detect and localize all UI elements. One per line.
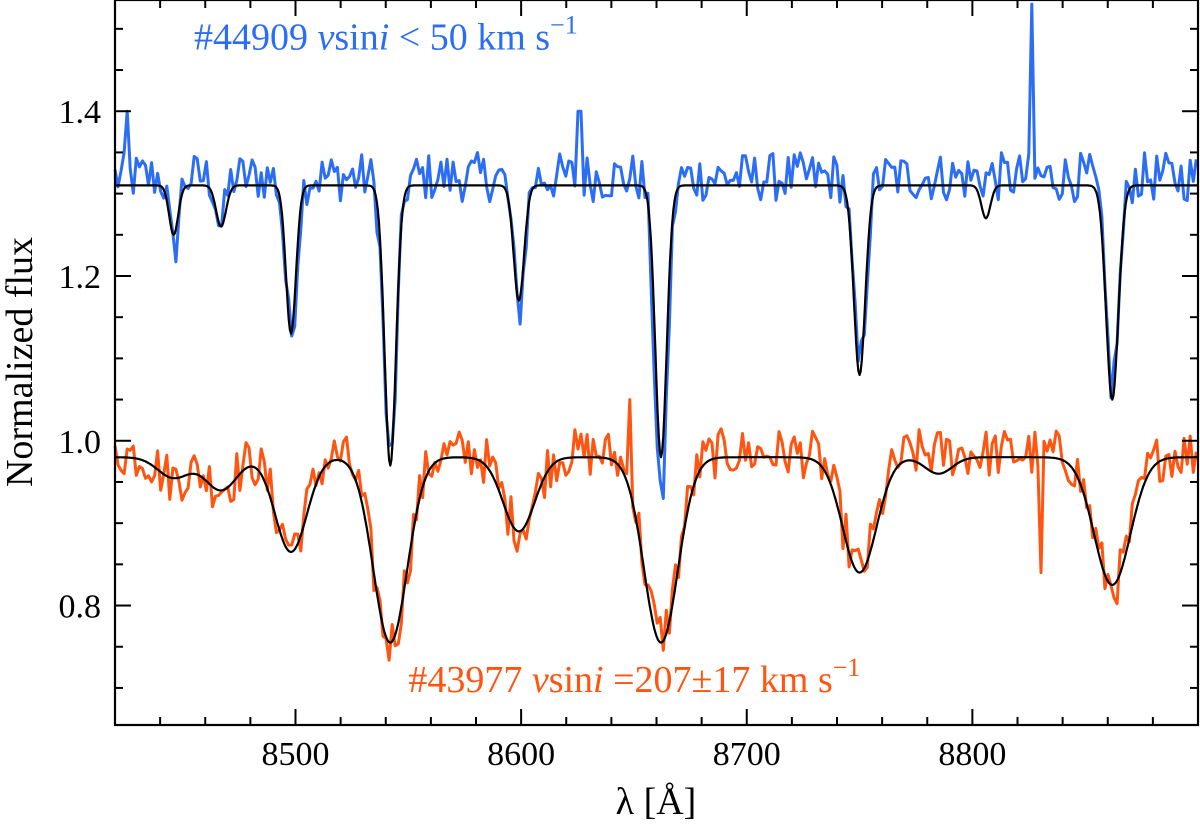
x-tick-label: 8500 [262, 736, 330, 773]
x-axis-title: λ [Å] [616, 781, 697, 823]
annotation-top-v: v [317, 16, 334, 58]
x-tick-label: 8700 [713, 736, 781, 773]
series-layer [113, 2, 1199, 662]
annotation-bottom-v: v [532, 659, 549, 701]
annotation-bottom-value: =207±17 km s [604, 659, 833, 701]
y-tick-label: 0.8 [59, 589, 102, 626]
annotation-bottom: #43977 vsini =207±17 km s−1 [408, 653, 860, 701]
annotation-bottom-i: i [593, 659, 604, 701]
series-line--43977-model [114, 456, 1199, 644]
annotation-top-id: #44909 [194, 16, 318, 58]
y-tick-label: 1.4 [59, 94, 102, 131]
annotation-top-value: < 50 km s [389, 16, 550, 58]
annotation-bottom-sin: sin [549, 659, 593, 701]
x-tick-label: 8800 [938, 736, 1006, 773]
annotation-top-exponent: −1 [550, 10, 578, 39]
x-tick-label: 8600 [487, 736, 555, 773]
y-axis-title: Normalized flux [0, 237, 41, 487]
annotation-bottom-id: #43977 [408, 659, 532, 701]
ticks-layer: 8500 8600 8700 8800 0.8 1.0 1.2 1.4 [59, 0, 1199, 773]
annotation-bottom-exponent: −1 [833, 653, 861, 682]
series-line--44909-model [114, 184, 1199, 467]
y-tick-label: 1.0 [59, 424, 102, 461]
annotation-top: #44909 vsini < 50 km s−1 [194, 10, 578, 58]
annotation-top-sin: sin [334, 16, 378, 58]
series-line--43977-observed [113, 398, 1198, 662]
y-tick-label: 1.2 [59, 259, 102, 296]
annotation-top-i: i [379, 16, 390, 58]
series-line--44909-observed [113, 2, 1198, 500]
